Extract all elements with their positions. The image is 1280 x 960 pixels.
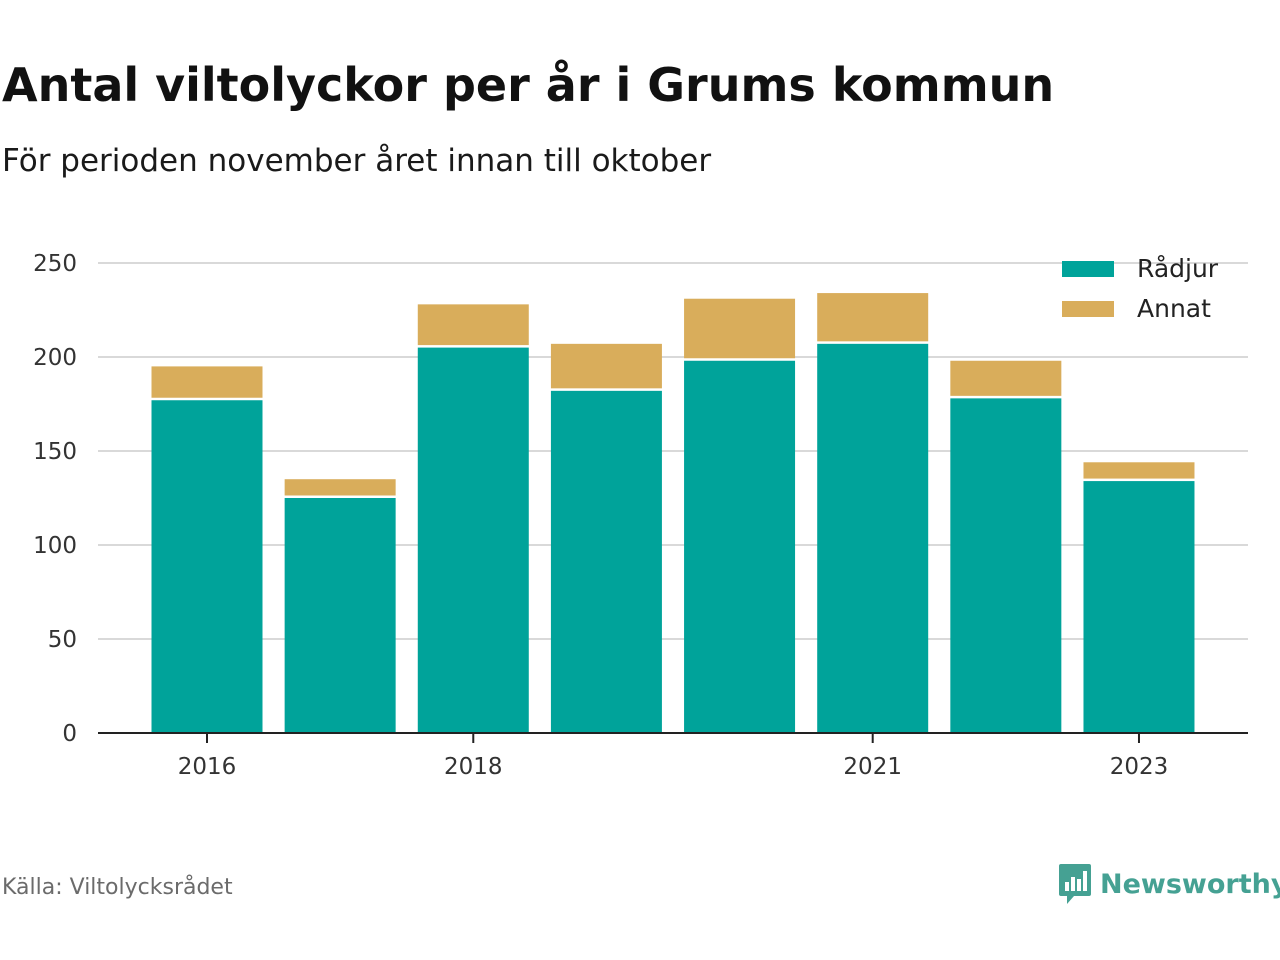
source-note: Källa: Viltolycksrådet	[2, 875, 233, 900]
bar-radjur	[1083, 481, 1195, 733]
legend-label: Annat	[1137, 294, 1211, 323]
bar-annat	[1083, 462, 1195, 479]
chart-subtitle: För perioden november året innan till ok…	[2, 143, 712, 179]
legend-swatch	[1062, 261, 1114, 277]
y-tick-label: 0	[62, 721, 77, 747]
bar-chart-speech-bubble-icon	[1059, 864, 1091, 904]
y-tick-label: 200	[33, 345, 77, 371]
bar-annat	[550, 343, 662, 389]
y-tick-label: 150	[33, 439, 77, 465]
bar-radjur	[684, 360, 796, 733]
x-tick-label: 2021	[843, 754, 902, 780]
bar-annat	[817, 293, 929, 342]
legend-swatch	[1062, 301, 1114, 317]
bar-annat	[950, 360, 1062, 396]
y-tick-label: 250	[33, 251, 77, 277]
bar-radjur	[550, 390, 662, 733]
bar-annat	[151, 366, 263, 398]
bar-radjur	[284, 498, 396, 733]
legend-label: Rådjur	[1137, 254, 1219, 283]
bar-annat	[684, 298, 796, 359]
bar-annat	[284, 479, 396, 496]
x-tick-label: 2018	[444, 754, 503, 780]
x-tick-label: 2023	[1110, 754, 1169, 780]
bar-radjur	[151, 400, 263, 733]
chart-title: Antal viltolyckor per år i Grums kommun	[2, 58, 1055, 112]
bar-radjur	[417, 347, 529, 733]
bar-radjur	[950, 398, 1062, 733]
y-tick-label: 50	[48, 627, 77, 653]
brand-name: Newsworthy	[1100, 868, 1280, 900]
x-tick-label: 2016	[178, 754, 237, 780]
bar-radjur	[817, 343, 929, 733]
y-tick-label: 100	[33, 533, 77, 559]
brand-logo: Newsworthy	[1058, 862, 1280, 906]
bar-annat	[417, 304, 529, 346]
